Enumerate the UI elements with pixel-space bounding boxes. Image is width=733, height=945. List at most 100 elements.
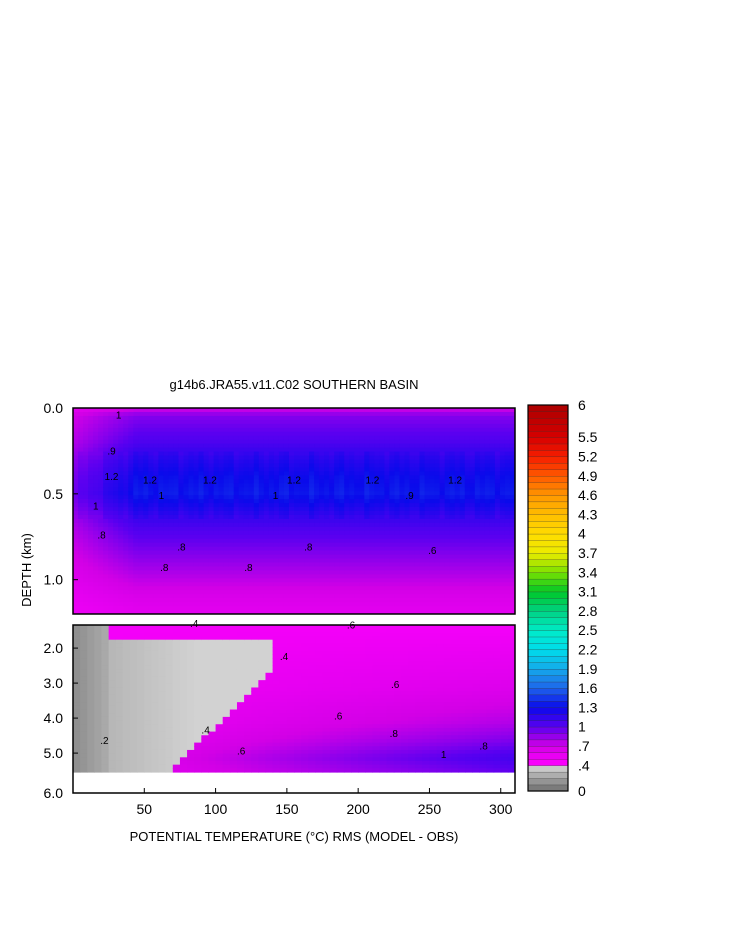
heatmap-cell [113,538,119,544]
heatmap-cell [294,534,300,540]
heatmap-cell [299,514,305,520]
heatmap-cell [319,554,325,560]
heatmap-cell [344,522,350,528]
heatmap-cell [93,451,99,457]
heatmap-cell [243,479,250,484]
heatmap-cell [334,514,340,520]
heatmap-cell [309,443,315,449]
heatmap-cell [98,435,104,441]
heatmap-cell [354,566,360,572]
heatmap-cell [80,735,88,740]
heatmap-cell [113,503,119,508]
heatmap-cell [243,431,250,437]
heatmap-cell [354,455,360,461]
heatmap-cell [469,483,476,488]
heatmap-cell [509,463,515,469]
heatmap-cell [419,534,426,540]
heatmap-cell [193,550,200,556]
heatmap-cell [138,431,144,437]
heatmap-cell [233,483,240,488]
heatmap-cell [87,669,95,674]
heatmap-cell [474,423,481,429]
heatmap-cell [509,408,515,413]
heatmap-cell [80,669,88,674]
heatmap-cell [83,463,89,469]
heatmap-cell [233,526,240,532]
heatmap-cell [414,518,421,524]
heatmap-cell [203,451,210,457]
heatmap-cell [294,451,300,457]
heatmap-cell [223,606,230,611]
heatmap-cell [344,451,350,457]
heatmap-cell [148,518,154,524]
heatmap-cell [419,574,426,579]
heatmap-cell [499,558,506,564]
heatmap-cell [188,427,195,433]
heatmap-cell [454,538,461,544]
heatmap-cell [489,542,496,548]
heatmap-cell [253,507,260,512]
heatmap-cell [153,419,159,425]
heatmap-cell [94,760,103,766]
heatmap-cell [123,499,129,504]
heatmap-cell [108,639,117,644]
heatmap-cell [449,598,456,603]
heatmap-cell [115,658,124,663]
heatmap-cell [444,562,451,568]
heatmap-cell [294,483,300,488]
heatmap-cell [349,475,355,480]
heatmap-cell [299,423,305,429]
heatmap-cell [329,582,335,587]
heatmap-cell [113,514,119,520]
heatmap-cell [299,594,305,599]
heatmap-cell [218,463,225,469]
heatmap-cell [379,530,386,536]
heatmap-cell [193,408,200,413]
heatmap-cell [80,647,88,652]
heatmap-cell [399,507,406,512]
heatmap-cell [158,487,165,492]
heatmap-cell [173,594,180,599]
heatmap-cell [258,443,265,449]
heatmap-cell [87,727,95,733]
heatmap-cell [101,709,110,714]
heatmap-cell [183,439,190,445]
heatmap-cell [153,586,159,591]
heatmap-cell [130,757,138,762]
heatmap-cell [344,479,350,484]
heatmap-cell [223,514,230,520]
heatmap-cell [339,443,345,449]
heatmap-cell [80,661,88,667]
heatmap-cell [238,550,245,556]
heatmap-cell [364,518,370,524]
heatmap-cell [489,610,496,614]
heatmap-cell [384,582,391,587]
heatmap-cell [288,538,295,544]
heatmap-cell [404,582,411,587]
heatmap-cell [364,495,370,500]
heatmap-cell [369,602,375,607]
heatmap-cell [294,467,300,472]
heatmap-cell [103,518,109,524]
heatmap-cell [188,570,195,575]
heatmap-cell [122,702,131,707]
heatmap-cell [474,419,481,425]
heatmap-cell [113,530,119,536]
heatmap-cell [494,483,501,488]
heatmap-cell [484,408,491,413]
heatmap-cell [83,582,89,587]
heatmap-cell [384,518,391,524]
heatmap-cell [329,610,335,614]
heatmap-cell [434,518,441,524]
heatmap-cell [93,526,99,532]
heatmap-cell [349,570,355,575]
heatmap-cell [228,423,235,429]
heatmap-cell [198,475,205,480]
heatmap-cell [484,459,491,465]
heatmap-cell [122,738,131,744]
heatmap-cell [93,415,99,421]
heatmap-cell [228,514,235,520]
heatmap-cell [228,610,235,614]
heatmap-cell [278,514,285,520]
heatmap-cell [288,475,295,480]
